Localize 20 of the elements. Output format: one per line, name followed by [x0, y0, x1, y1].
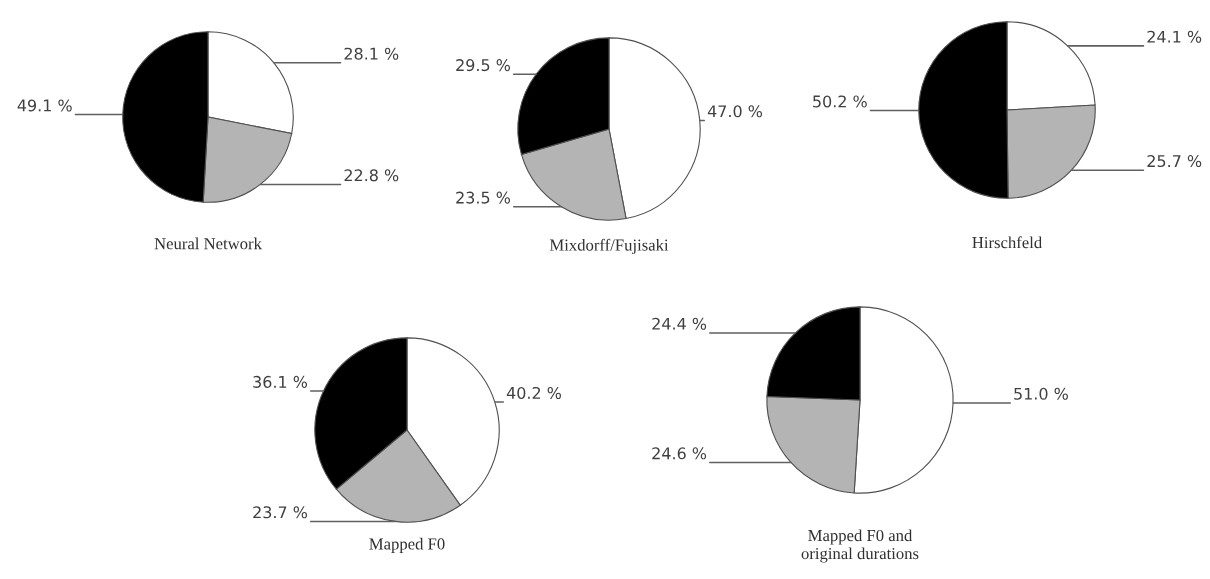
data-label: 23.5 % — [456, 191, 511, 204]
data-label: 24.4 % — [652, 317, 707, 330]
text: Hirschfeld — [972, 236, 1042, 249]
data-label: 28.1 % — [344, 47, 399, 60]
data-label: 50.2 % — [813, 95, 867, 108]
data-label: 40.2 % — [506, 386, 562, 399]
data-label: 49.1 % — [17, 99, 72, 112]
data-label: 51.0 % — [1014, 387, 1068, 400]
data-label: 29.5 % — [456, 59, 511, 72]
data-label: 23.7 % — [253, 506, 308, 519]
data-label: 24.1 % — [1147, 30, 1202, 43]
data-label: 24.6 % — [652, 447, 707, 460]
text: Mapped F0 — [369, 537, 445, 553]
data-label: 25.7 % — [1147, 155, 1202, 168]
text: Mapped F0 and original durations — [801, 529, 919, 563]
data-label: 22.8 % — [344, 169, 399, 182]
data-label: 47.0 % — [707, 105, 763, 118]
text: Neural Network — [154, 237, 262, 250]
text: Mixdorff/Fujisaki — [549, 238, 669, 255]
data-label: 36.1 % — [253, 375, 308, 388]
